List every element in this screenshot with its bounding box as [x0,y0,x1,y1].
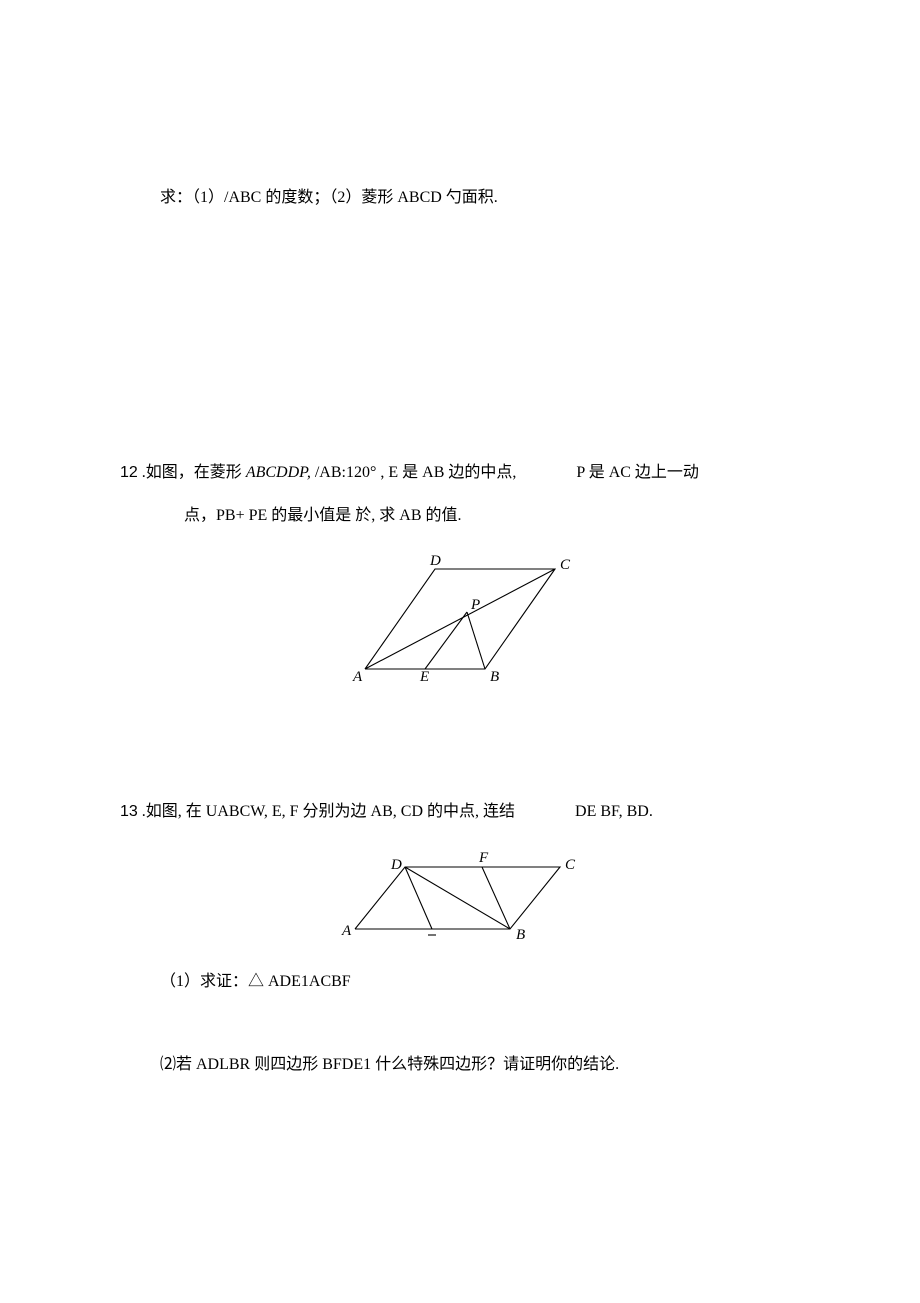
svg-text:P: P [470,597,480,613]
problem-12-text1a: .如图，在菱形 [142,464,246,481]
problem-12-text1c: P 是 AC 边上一动 [576,464,699,481]
problem-12: 12 .如图，在菱形 ABCDDP, /AB:120° , E 是 AB 边的中… [120,455,800,683]
problem-11-text: 求：（1）/ABC 的度数；（2）菱形 ABCD 勺面积. [160,189,498,206]
svg-text:C: C [565,857,576,873]
svg-text:A: A [352,669,363,684]
problem-12-figure: A B C D E P [345,554,575,684]
problem-13-figure: A B C D F [340,849,580,944]
svg-text:C: C [560,557,571,573]
problem-12-line2: 点，PB+ PE 的最小值是 於, 求 AB 的值. [120,498,800,533]
problem-13-sub2: ⑵若 ADLBR 则四边形 BFDE1 什么特殊四边形？请证明你的结论. [120,1047,800,1082]
svg-text:F: F [478,850,489,866]
problem-11-tail: 求：（1）/ABC 的度数；（2）菱形 ABCD 勺面积. [120,180,800,215]
problem-13-figure-container: A B C D F [120,849,800,944]
problem-13-text1b: DE BF, BD. [575,803,653,820]
problem-13-text1a: .如图, 在 UABCW, E, F 分别为边 AB, CD 的中点, 连结 [142,803,515,820]
problem-11-question: 求：（1）/ABC 的度数；（2）菱形 ABCD 勺面积. [120,180,800,215]
problem-13-sub2-text: ⑵若 ADLBR 则四边形 BFDE1 什么特殊四边形？请证明你的结论. [160,1056,619,1073]
svg-text:B: B [490,669,499,684]
problem-12-number: 12 [120,464,138,481]
problem-13-sub1: （1）求证：△ ADE1ACBF [120,964,800,999]
gap-3 [120,1007,800,1047]
problem-13-line1: 13 .如图, 在 UABCW, E, F 分别为边 AB, CD 的中点, 连… [120,794,800,829]
problem-12-text1b: /AB:120° , E 是 AB 边的中点, [311,464,517,481]
svg-text:D: D [429,554,441,569]
svg-text:B: B [516,927,525,943]
problem-13: 13 .如图, 在 UABCW, E, F 分别为边 AB, CD 的中点, 连… [120,794,800,1083]
problem-12-text2: 点，PB+ PE 的最小值是 於, 求 AB 的值. [184,507,462,524]
gap-2 [120,704,800,794]
svg-text:A: A [341,923,352,939]
problem-12-italic: ABCDDP, [246,464,311,481]
svg-text:E: E [419,669,429,684]
svg-text:D: D [390,857,402,873]
problem-12-figure-container: A B C D E P [120,554,800,684]
gap-1 [120,235,800,455]
problem-13-number: 13 [120,803,138,820]
problem-12-line1: 12 .如图，在菱形 ABCDDP, /AB:120° , E 是 AB 边的中… [120,455,800,490]
problem-13-sub1-text: （1）求证：△ ADE1ACBF [160,973,351,990]
